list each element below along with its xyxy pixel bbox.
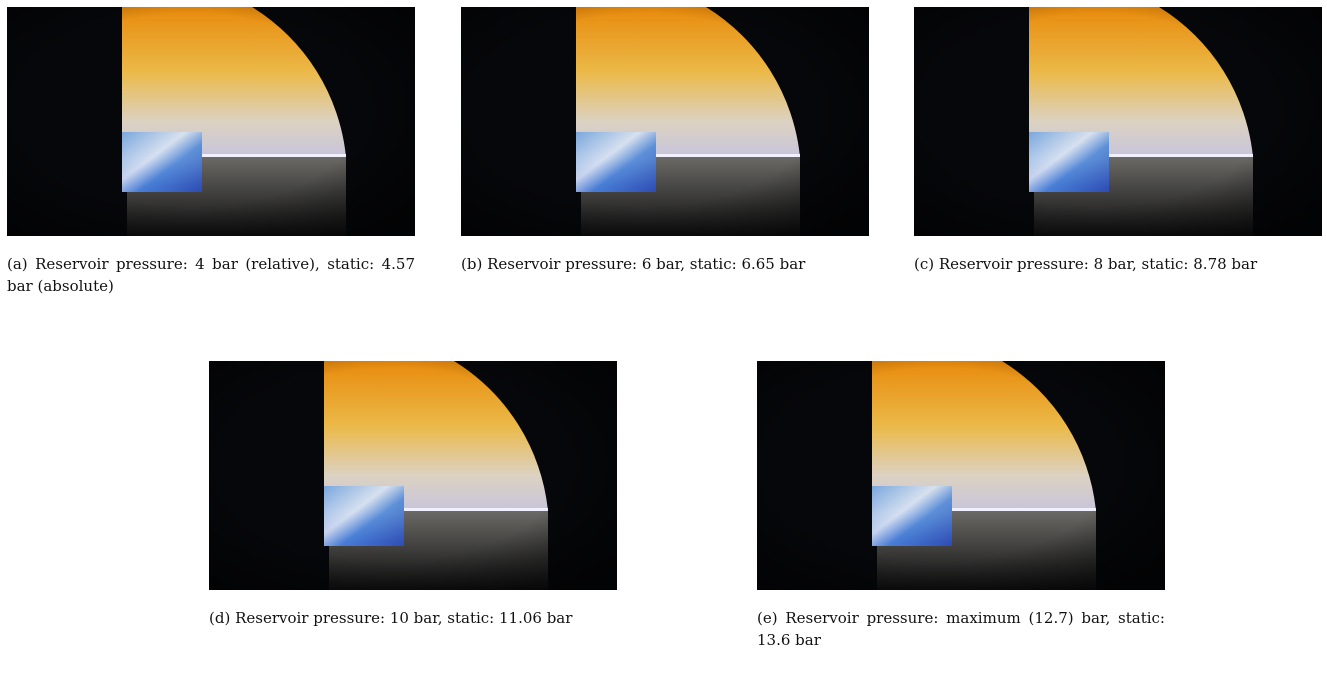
caption-text: Reservoir pressure: 8 bar, static: 8.78 … xyxy=(939,255,1257,273)
label: (c) xyxy=(914,255,934,273)
caption-text: Reservoir pressure: 10 bar, static: 11.0… xyxy=(235,609,572,627)
figure-c: (c) Reservoir pressure: 8 bar, static: 8… xyxy=(914,7,1322,275)
photo xyxy=(461,7,869,236)
label: (a) xyxy=(7,255,28,273)
figure-e: (e) Reservoir pressure: maximum (12.7) b… xyxy=(757,361,1165,651)
caption: (c) Reservoir pressure: 8 bar, static: 8… xyxy=(914,253,1322,275)
figure-b: (b) Reservoir pressure: 6 bar, static: 6… xyxy=(461,7,869,275)
label: (d) xyxy=(209,609,230,627)
caption-text: Reservoir pressure: 6 bar, static: 6.65 … xyxy=(487,255,805,273)
photo xyxy=(209,361,617,590)
caption: (e) Reservoir pressure: maximum (12.7) b… xyxy=(757,607,1165,651)
caption: (a) Reservoir pressure: 4 bar (relative)… xyxy=(7,253,415,297)
photo xyxy=(914,7,1322,236)
label: (e) xyxy=(757,609,778,627)
caption-text: Reservoir pressure: 4 bar (relative), st… xyxy=(7,255,415,295)
label: (b) xyxy=(461,255,482,273)
caption-text: Reservoir pressure: maximum (12.7) bar, … xyxy=(757,609,1165,649)
page: (a) Reservoir pressure: 4 bar (relative)… xyxy=(0,0,1327,689)
photo xyxy=(757,361,1165,590)
figure-a: (a) Reservoir pressure: 4 bar (relative)… xyxy=(7,7,415,297)
figure-d: (d) Reservoir pressure: 10 bar, static: … xyxy=(209,361,617,629)
photo xyxy=(7,7,415,236)
caption: (b) Reservoir pressure: 6 bar, static: 6… xyxy=(461,253,869,275)
caption: (d) Reservoir pressure: 10 bar, static: … xyxy=(209,607,617,629)
